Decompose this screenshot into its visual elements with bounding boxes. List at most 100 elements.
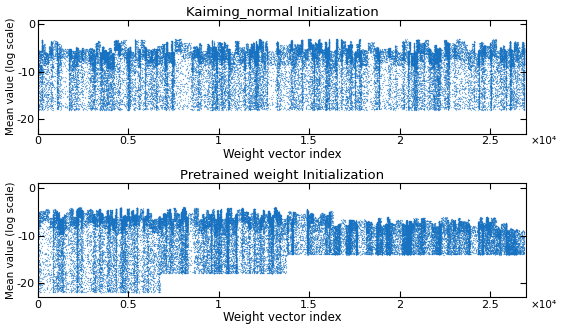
Point [406, 225, 415, 230]
Point [411, 94, 420, 99]
Point [304, 221, 313, 226]
Point [430, 59, 439, 65]
Point [288, 85, 297, 90]
Point [429, 82, 438, 87]
Point [87, 53, 96, 59]
Point [202, 238, 211, 243]
Point [249, 267, 258, 272]
Point [77, 220, 86, 225]
Point [343, 86, 352, 92]
Point [443, 78, 452, 83]
Point [53, 218, 62, 223]
Point [274, 217, 283, 223]
Point [351, 218, 360, 223]
Point [416, 48, 425, 53]
Point [392, 226, 401, 232]
Point [488, 242, 497, 248]
Point [306, 106, 315, 111]
Point [212, 222, 221, 228]
Point [383, 214, 392, 220]
Point [396, 221, 405, 227]
Point [176, 236, 185, 241]
Point [265, 211, 274, 216]
Point [104, 222, 113, 227]
Point [78, 217, 87, 222]
Point [192, 238, 201, 243]
Point [407, 79, 416, 84]
Point [442, 38, 451, 44]
Point [120, 77, 129, 82]
Point [48, 222, 57, 227]
Point [252, 57, 261, 62]
Point [416, 89, 425, 94]
Point [351, 82, 360, 88]
Point [273, 93, 282, 98]
Point [507, 237, 516, 242]
Point [269, 253, 278, 258]
Point [169, 60, 178, 66]
Point [178, 217, 187, 223]
Point [506, 68, 515, 73]
Point [167, 98, 176, 103]
Point [315, 42, 324, 48]
Point [243, 90, 252, 95]
Point [300, 98, 309, 103]
Point [74, 208, 83, 213]
Point [128, 63, 137, 68]
Point [237, 216, 246, 222]
Point [445, 55, 454, 61]
Point [256, 104, 265, 110]
Point [321, 249, 330, 254]
Point [180, 212, 189, 217]
Point [146, 47, 155, 52]
Point [509, 251, 518, 256]
Point [248, 47, 257, 52]
Point [425, 88, 434, 94]
Point [70, 94, 79, 99]
Point [204, 223, 213, 229]
Point [181, 247, 190, 252]
Point [220, 259, 229, 264]
Point [230, 39, 239, 44]
Point [325, 220, 334, 225]
Point [96, 52, 105, 58]
Point [329, 62, 338, 67]
Point [151, 221, 160, 226]
Point [74, 208, 83, 213]
Point [87, 53, 96, 59]
Point [321, 51, 330, 57]
Point [224, 263, 233, 268]
Point [320, 212, 329, 217]
Point [220, 225, 229, 231]
Point [499, 221, 508, 227]
Point [270, 212, 279, 217]
Point [460, 58, 469, 63]
Point [275, 246, 284, 251]
Point [373, 232, 382, 237]
Point [238, 249, 247, 254]
Point [259, 211, 268, 216]
Point [374, 218, 383, 223]
Point [427, 61, 436, 67]
Point [143, 88, 152, 93]
Point [415, 61, 424, 66]
Point [308, 212, 317, 217]
Point [408, 61, 417, 67]
Point [250, 265, 259, 270]
Point [214, 263, 223, 269]
Point [232, 44, 241, 49]
Point [351, 54, 360, 60]
Point [181, 213, 190, 218]
Point [443, 93, 452, 98]
Point [234, 45, 243, 50]
Point [193, 84, 202, 90]
Point [281, 51, 290, 56]
Point [276, 270, 285, 276]
Point [328, 227, 337, 233]
Point [255, 226, 264, 232]
Point [379, 230, 388, 235]
Point [65, 62, 74, 68]
Point [55, 94, 64, 99]
Point [78, 289, 87, 294]
Point [258, 76, 267, 81]
